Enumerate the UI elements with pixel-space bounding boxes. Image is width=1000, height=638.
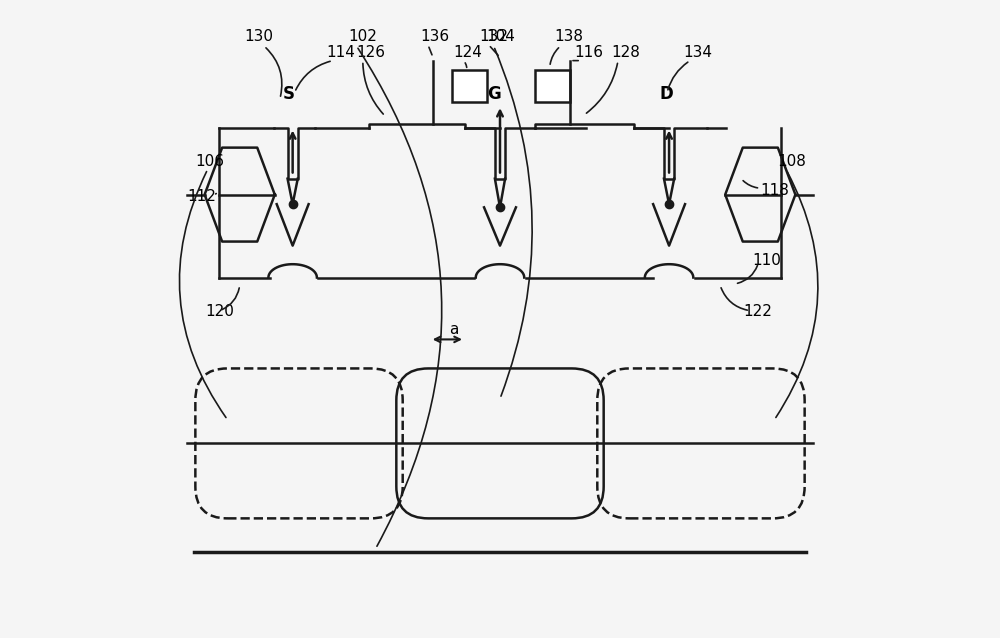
Text: 136: 136 xyxy=(420,29,449,45)
Text: 106: 106 xyxy=(195,154,224,169)
Text: 112: 112 xyxy=(187,189,216,204)
Text: 132: 132 xyxy=(480,29,509,45)
Text: 130: 130 xyxy=(245,29,274,45)
Text: 126: 126 xyxy=(356,45,385,61)
Text: 122: 122 xyxy=(744,304,773,319)
Text: S: S xyxy=(283,85,295,103)
Text: a: a xyxy=(449,322,459,338)
Polygon shape xyxy=(452,70,487,102)
Text: 138: 138 xyxy=(554,29,583,45)
Polygon shape xyxy=(535,70,570,102)
Text: 108: 108 xyxy=(778,154,806,169)
Text: 134: 134 xyxy=(684,45,713,61)
Text: 104: 104 xyxy=(486,29,515,45)
Text: 110: 110 xyxy=(752,253,781,268)
Text: 118: 118 xyxy=(760,182,789,198)
Text: 120: 120 xyxy=(205,304,234,319)
Text: D: D xyxy=(660,85,673,103)
Text: 116: 116 xyxy=(575,45,604,61)
Text: 128: 128 xyxy=(612,45,641,61)
Text: 102: 102 xyxy=(348,29,377,45)
Text: G: G xyxy=(487,85,501,103)
Text: 114: 114 xyxy=(326,45,355,61)
Text: 124: 124 xyxy=(453,45,482,61)
